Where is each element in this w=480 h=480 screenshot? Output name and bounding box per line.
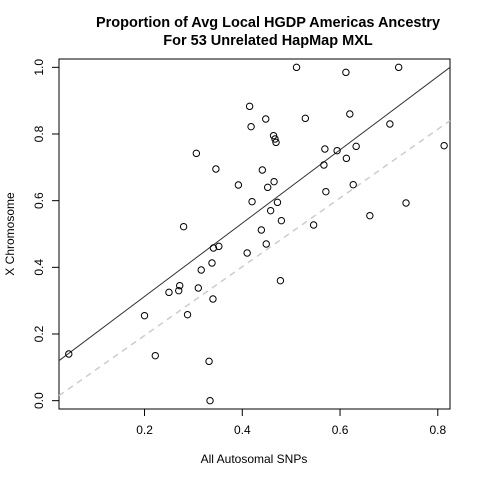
data-point (234, 181, 243, 189)
data-point (386, 120, 394, 128)
data-point (197, 266, 205, 274)
data-point (277, 216, 286, 225)
reference-line-dashed (58, 120, 451, 397)
data-point (266, 206, 275, 215)
data-point (257, 226, 266, 234)
x-tick-label: 0.2 (136, 423, 153, 437)
y-tick-label: 1.0 (32, 59, 46, 76)
chart-title-line-1: Proportion of Avg Local HGDP Americas An… (96, 15, 440, 31)
data-point (194, 284, 202, 292)
data-point (243, 249, 251, 257)
data-point (140, 311, 149, 320)
x-tick-label: 0.4 (234, 423, 251, 437)
data-point (183, 310, 192, 319)
y-tick-label: 0.0 (32, 392, 46, 409)
y-axis-label: X Chromosome (3, 192, 17, 276)
data-point (262, 115, 270, 123)
data-point (270, 177, 278, 186)
data-point (309, 221, 318, 229)
data-point (292, 63, 301, 72)
data-point (342, 154, 351, 163)
data-point (349, 180, 357, 189)
data-point (212, 165, 220, 173)
data-point (394, 63, 403, 72)
data-point (248, 197, 256, 206)
y-tick-label: 0.8 (32, 125, 46, 142)
data-point (346, 110, 354, 118)
data-point (215, 242, 223, 251)
data-point (342, 68, 350, 77)
data-point (366, 211, 374, 220)
data-point (192, 149, 201, 158)
data-point (179, 222, 188, 231)
points-layer (65, 63, 448, 405)
data-point (333, 146, 341, 155)
data-point (175, 286, 183, 295)
data-point (402, 199, 410, 207)
data-point (209, 244, 218, 252)
data-point (176, 281, 184, 290)
data-point (263, 183, 272, 192)
y-tick-label: 0.4 (32, 259, 46, 276)
lines-layer (58, 66, 451, 397)
chart-title-line-2: For 53 Unrelated HapMap MXL (163, 33, 373, 49)
data-point (440, 141, 448, 150)
data-point (209, 295, 217, 303)
data-point (273, 198, 282, 207)
data-point (322, 187, 330, 196)
x-axis: 0.2 0.4 0.6 0.8 (136, 409, 446, 437)
x-tick-label: 0.6 (332, 423, 349, 437)
data-point (165, 288, 173, 297)
x-tick-label: 0.8 (429, 423, 446, 437)
data-point (269, 131, 278, 140)
data-point (245, 102, 254, 111)
data-point (205, 357, 213, 366)
x-axis-label: All Autosomal SNPs (201, 452, 308, 466)
data-point (262, 240, 270, 248)
data-point (208, 259, 216, 267)
data-point (276, 276, 285, 285)
fit-line-solid (58, 66, 451, 362)
data-point (151, 351, 159, 360)
y-tick-label: 0.6 (32, 192, 46, 209)
y-axis: 0.0 0.2 0.4 0.6 0.8 1.0 (32, 59, 59, 409)
data-point (258, 166, 267, 174)
data-point (272, 138, 280, 147)
data-point (320, 161, 328, 169)
data-point (301, 114, 310, 123)
data-point (206, 396, 214, 405)
data-point (352, 142, 360, 151)
plot-frame (58, 58, 451, 410)
data-point (65, 350, 73, 358)
y-tick-label: 0.2 (32, 325, 46, 342)
data-point (271, 135, 279, 143)
data-point (247, 122, 255, 131)
data-point (321, 145, 329, 153)
